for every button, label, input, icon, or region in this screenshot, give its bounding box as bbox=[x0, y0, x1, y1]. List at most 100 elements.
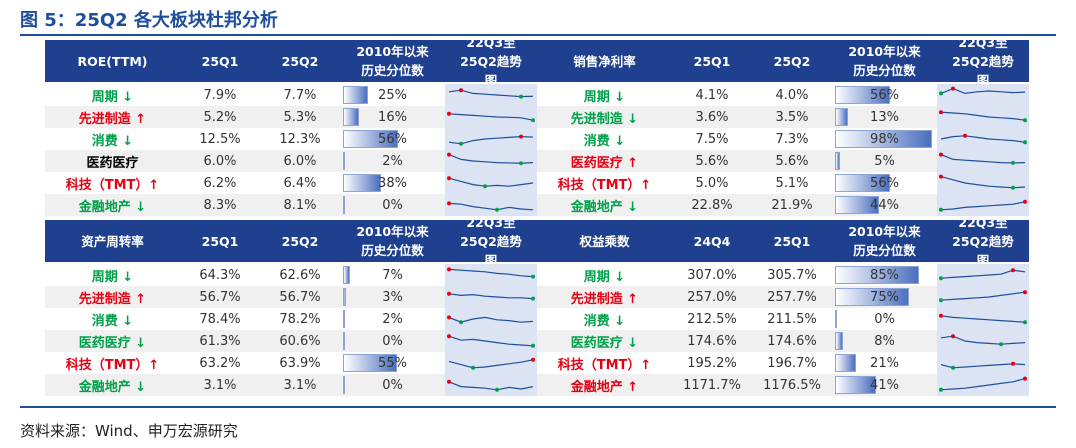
trend-line bbox=[448, 316, 534, 323]
min-marker bbox=[1011, 185, 1015, 190]
percentile-bar bbox=[835, 354, 856, 372]
header-cell: 22Q3至25Q2趋势图 bbox=[445, 35, 537, 88]
percentile-bar bbox=[343, 332, 345, 350]
min-marker bbox=[459, 141, 463, 146]
value: 5.1% bbox=[775, 175, 809, 191]
percentile-bar bbox=[835, 108, 848, 126]
row-bg bbox=[45, 374, 445, 396]
min-marker bbox=[483, 184, 487, 189]
row-bg bbox=[45, 308, 445, 330]
trend-line bbox=[940, 87, 1026, 95]
sparkline bbox=[937, 352, 1029, 374]
trend-line bbox=[940, 135, 1026, 143]
trend-line bbox=[448, 268, 534, 278]
sparkline bbox=[937, 84, 1029, 106]
trend-line bbox=[940, 269, 1026, 279]
max-marker bbox=[447, 152, 451, 157]
max-marker bbox=[447, 267, 451, 272]
sector: 科技（TMT）↑ bbox=[557, 177, 652, 193]
header-cell: ROE(TTM) bbox=[45, 40, 180, 82]
percentile-bar bbox=[343, 376, 345, 394]
value: 6.4% bbox=[283, 175, 317, 191]
trend-line bbox=[940, 176, 1026, 189]
value: 12.3% bbox=[279, 131, 321, 147]
value: 60.6% bbox=[279, 333, 321, 349]
percentile-label: 21% bbox=[870, 355, 899, 371]
header-cell: 25Q1 bbox=[672, 40, 752, 82]
value: 3.1% bbox=[203, 377, 237, 393]
min-marker bbox=[951, 365, 955, 370]
percentile-label: 16% bbox=[378, 109, 407, 125]
source: 资料来源：Wind、申万宏源研究 bbox=[20, 422, 238, 440]
row-bg bbox=[45, 194, 445, 216]
value: 174.6% bbox=[687, 333, 737, 349]
percentile-bar bbox=[835, 288, 910, 306]
sparkline bbox=[445, 352, 537, 374]
sector: 金融地产 ↓ bbox=[570, 199, 639, 215]
percentile-bar bbox=[343, 354, 398, 372]
max-marker bbox=[1023, 199, 1027, 204]
value: 7.9% bbox=[203, 87, 237, 103]
value: 4.1% bbox=[695, 87, 729, 103]
value: 8.3% bbox=[203, 197, 237, 213]
min-marker bbox=[495, 207, 499, 212]
percentile-label: 8% bbox=[874, 333, 895, 349]
percentile-bar bbox=[343, 288, 346, 306]
value: 196.7% bbox=[767, 355, 817, 371]
value: 5.6% bbox=[775, 153, 809, 169]
header-cell: 2010年以来历史分位数 bbox=[832, 220, 937, 262]
sector: 先进制造 ↓ bbox=[570, 111, 639, 127]
sector: 医药医疗 ↓ bbox=[570, 335, 639, 351]
value: 211.5% bbox=[767, 311, 817, 327]
trend-line bbox=[448, 381, 534, 391]
trend-line bbox=[448, 154, 534, 164]
value: 174.6% bbox=[767, 333, 817, 349]
sector: 消费 ↓ bbox=[91, 133, 134, 149]
sector: 消费 ↓ bbox=[583, 313, 626, 329]
title: 图 5：25Q2 各大板块杜邦分析 bbox=[20, 10, 278, 31]
value: 78.2% bbox=[279, 311, 321, 327]
value: 12.5% bbox=[199, 131, 241, 147]
sparkline bbox=[445, 128, 537, 150]
max-marker bbox=[447, 334, 451, 339]
max-marker bbox=[447, 201, 451, 206]
value: 7.5% bbox=[695, 131, 729, 147]
value: 6.0% bbox=[203, 153, 237, 169]
sparkline bbox=[445, 150, 537, 172]
max-marker bbox=[1011, 361, 1015, 366]
value: 63.9% bbox=[279, 355, 321, 371]
percentile-bar bbox=[343, 108, 359, 126]
percentile-label: 41% bbox=[870, 377, 899, 393]
value: 7.7% bbox=[283, 87, 317, 103]
min-marker bbox=[939, 276, 943, 281]
value: 195.2% bbox=[687, 355, 737, 371]
value: 3.6% bbox=[695, 109, 729, 125]
max-marker bbox=[447, 315, 451, 320]
header-cell: 权益乘数 bbox=[537, 220, 672, 262]
header-cell: 25Q1 bbox=[180, 40, 260, 82]
percentile-bar bbox=[835, 174, 891, 192]
percentile-label: 38% bbox=[378, 175, 407, 191]
trend-line bbox=[448, 89, 534, 98]
header-cell: 25Q1 bbox=[180, 220, 260, 262]
value: 257.7% bbox=[767, 289, 817, 305]
header-cell: 22Q3至25Q2趋势图 bbox=[937, 215, 1029, 268]
value: 5.0% bbox=[695, 175, 729, 191]
percentile-label: 13% bbox=[870, 109, 899, 125]
value: 212.5% bbox=[687, 311, 737, 327]
header-cell: 25Q2 bbox=[752, 40, 832, 82]
sparkline bbox=[937, 194, 1029, 216]
trend-line bbox=[448, 293, 534, 300]
header-cell: 2010年以来历史分位数 bbox=[832, 40, 937, 82]
sector: 消费 ↓ bbox=[583, 133, 626, 149]
max-marker bbox=[447, 291, 451, 296]
value: 1171.7% bbox=[683, 377, 741, 393]
header-cell: 2010年以来历史分位数 bbox=[340, 40, 445, 82]
trend-line bbox=[448, 202, 534, 211]
percentile-label: 0% bbox=[382, 333, 403, 349]
sparkline bbox=[937, 106, 1029, 128]
header-cell: 25Q2 bbox=[260, 40, 340, 82]
trend-line bbox=[940, 111, 1026, 121]
top-rule bbox=[20, 34, 1056, 36]
